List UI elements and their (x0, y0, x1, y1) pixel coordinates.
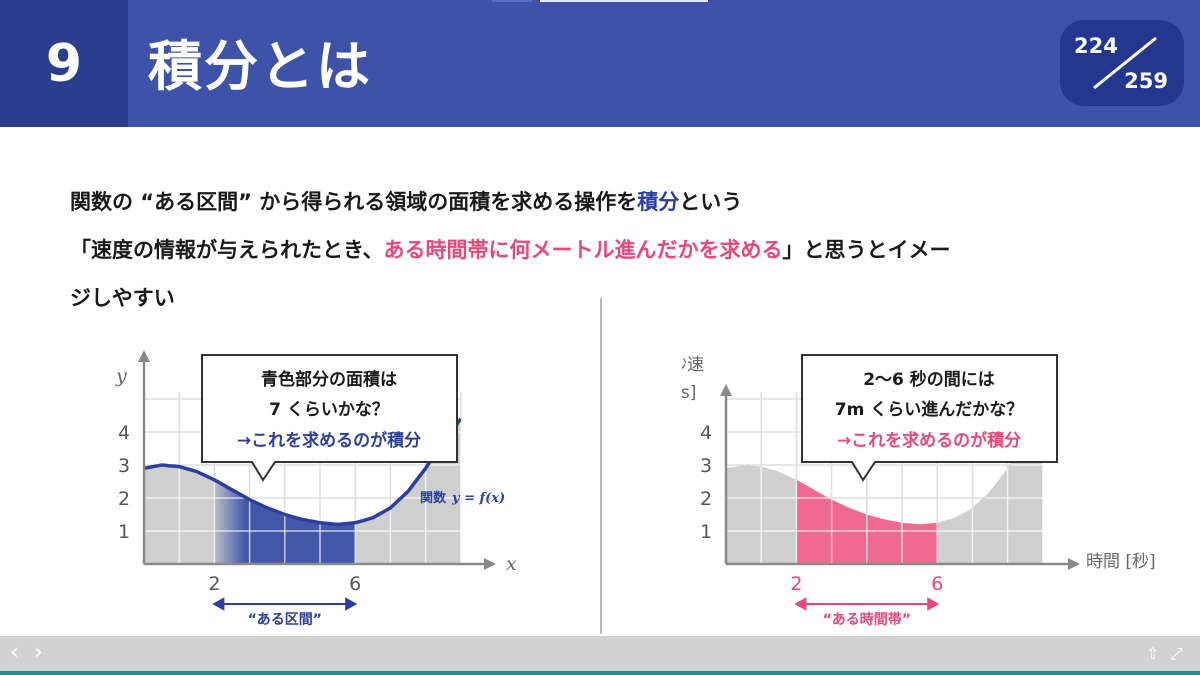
callout-line-3: →これを求めるのが積分 (837, 430, 1021, 451)
x-tick-end: 6 (349, 573, 361, 595)
x-axis-arrow-icon (484, 558, 496, 570)
y-axis-label-line-1: 秒速 (682, 355, 704, 375)
x-tick-start: 2 (790, 573, 802, 595)
y-tick-label: 1 (700, 521, 712, 543)
slide-header: 9 積分とは 224 259 (0, 0, 1200, 127)
interval-label: “ある時間帯” (823, 611, 911, 628)
y-tick-label: 4 (700, 422, 712, 444)
share-icon[interactable]: ⇧ (1146, 644, 1160, 663)
toolbar-accent-line (0, 671, 1200, 675)
y-axis-label: y (115, 365, 127, 387)
callout-line-2: 7 くらいかな？ (269, 400, 389, 420)
y-tick-label: 1 (118, 521, 130, 543)
y-axis-arrow-icon (720, 384, 732, 396)
y-axis-label-line-2: [m/s] (682, 383, 696, 403)
description-line-1: 関数の “ある区間” から得られる領域の面積を求める操作を積分という (70, 190, 743, 214)
exit-fullscreen-icon[interactable]: ⤢ (1170, 644, 1183, 663)
description-line-2: 「速度の情報が与えられたとき、ある時間帯に何メートル進んだかを求める」と思うとイ… (70, 238, 951, 262)
chevron-left-icon[interactable]: ‹ (10, 640, 19, 665)
function-label: 関数 y = f(x) (420, 490, 505, 506)
vertical-divider (600, 298, 602, 634)
page-current: 224 (1074, 34, 1118, 58)
chevron-right-icon[interactable]: › (34, 640, 43, 665)
x-axis-label: 時間 [秒] (1086, 552, 1156, 572)
y-tick-label: 2 (700, 488, 712, 510)
presentation-toolbar (0, 636, 1200, 675)
top-progress-line (492, 0, 532, 2)
callout-line-3: →これを求めるのが積分 (237, 430, 421, 451)
y-tick-label: 3 (118, 455, 130, 477)
x-axis-arrow-icon (1068, 558, 1080, 570)
y-axis-arrow-icon (138, 350, 150, 362)
interval-label: “ある区間” (248, 612, 322, 628)
top-progress-track (540, 0, 708, 2)
arrow-left-icon (794, 597, 807, 611)
page-total: 259 (1124, 69, 1168, 93)
left-integral-chart: y x 1 2 3 4 2 6 “ある区間” 関数 y = f(x) 青色部分の面積は … (115, 350, 517, 628)
chapter-number: 9 (45, 33, 83, 94)
arrow-right-icon (345, 597, 358, 611)
arrow-right-icon (927, 597, 940, 611)
callout-line-1: 青色部分の面積は (261, 369, 397, 390)
callout-bubble: 青色部分の面積は 7 くらいかな？ →これを求めるのが積分 (201, 354, 458, 482)
x-tick-end: 6 (931, 573, 943, 595)
y-tick-label: 3 (700, 455, 712, 477)
slide-title: 積分とは (148, 35, 372, 98)
function-curve (144, 417, 461, 527)
callout-line-2: 7m くらい進んだかな？ (835, 400, 1023, 420)
x-axis-label: x (506, 553, 517, 575)
page-counter-badge: 224 259 (1060, 20, 1184, 106)
callout-line-1: 2〜6 秒の間には (863, 369, 995, 390)
callout-bubble: 2〜6 秒の間には 7m くらい進んだかな？ →これを求めるのが積分 (801, 354, 1058, 482)
highlight-distance: ある時間帯に何メートル進んだかを求める (383, 238, 783, 262)
y-tick-label: 2 (118, 488, 130, 510)
y-tick-label: 4 (118, 422, 130, 444)
arrow-left-icon (212, 597, 225, 611)
right-speed-chart: 秒速 [m/s] 時間 [秒] 1 2 3 4 2 6 “ある時間帯” 2〜6 秒の間… (682, 354, 1156, 628)
description-line-3: ジしやすい (70, 286, 175, 310)
highlight-integral: 積分 (637, 190, 680, 214)
interval-arrow (794, 597, 940, 611)
x-tick-start: 2 (208, 573, 220, 595)
interval-arrow (212, 597, 358, 611)
chapter-number-box: 9 (0, 0, 128, 127)
page-slash-icon (1093, 36, 1157, 90)
